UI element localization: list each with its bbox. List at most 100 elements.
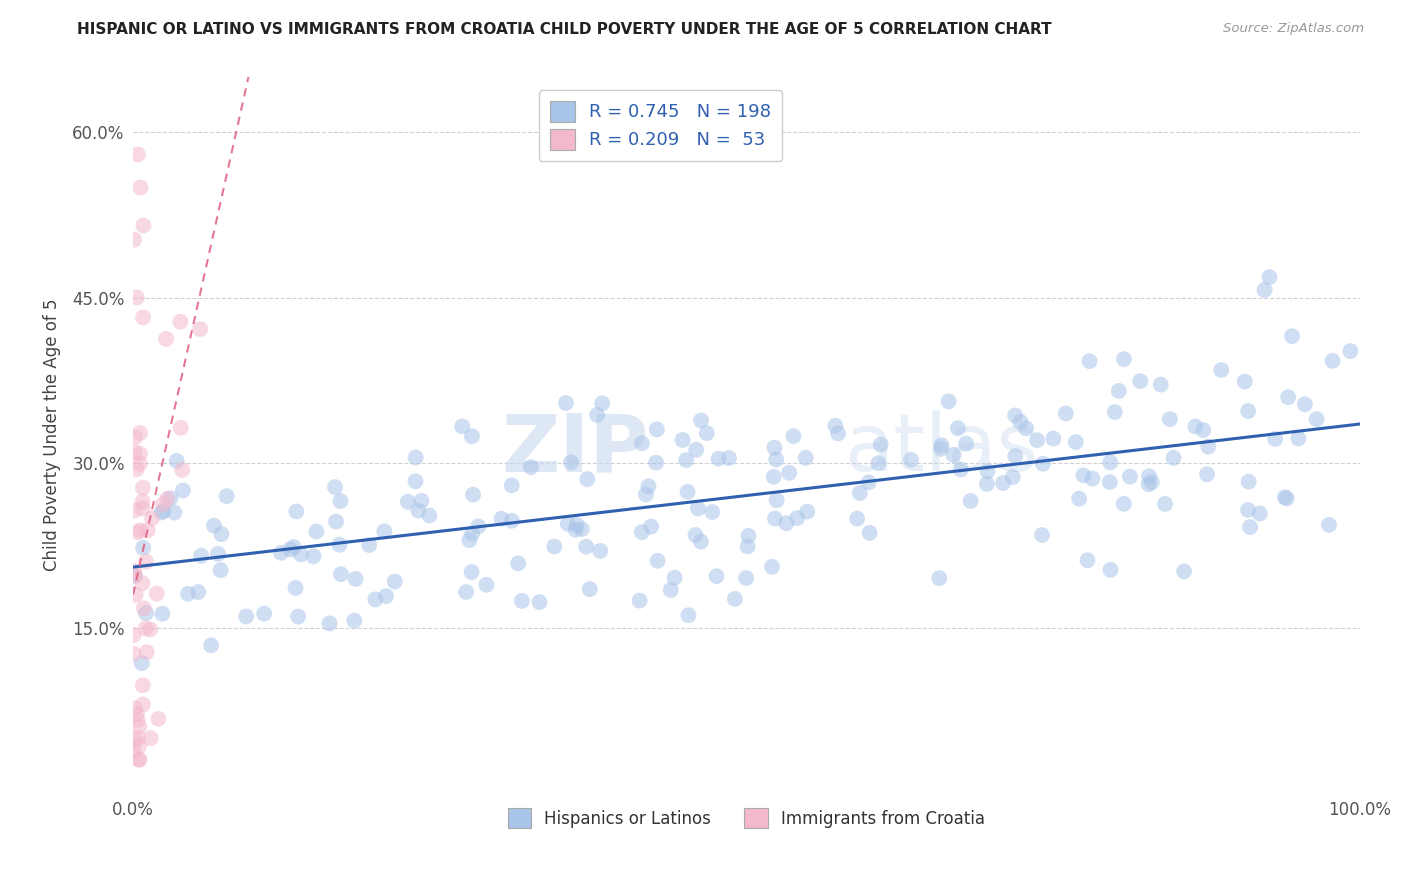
Point: [287, 609, 309, 624]
Point: [125, 291, 148, 305]
Point: [1026, 433, 1049, 447]
Point: [135, 645, 157, 659]
Point: [786, 511, 808, 525]
Point: [1004, 409, 1026, 423]
Point: [141, 511, 163, 525]
Point: [631, 436, 654, 450]
Point: [122, 233, 145, 247]
Point: [690, 534, 713, 549]
Point: [696, 426, 718, 441]
Point: [129, 180, 152, 194]
Point: [122, 745, 145, 759]
Point: [949, 462, 972, 476]
Point: [849, 486, 872, 500]
Point: [1286, 431, 1309, 445]
Point: [501, 514, 523, 528]
Point: [763, 441, 786, 455]
Point: [152, 497, 174, 511]
Point: [132, 310, 155, 325]
Point: [475, 578, 498, 592]
Point: [330, 567, 353, 582]
Point: [190, 549, 212, 563]
Point: [900, 453, 922, 467]
Point: [150, 505, 173, 519]
Point: [1069, 491, 1091, 506]
Point: [128, 720, 150, 734]
Point: [1249, 507, 1271, 521]
Text: ZIP: ZIP: [501, 410, 648, 488]
Point: [846, 511, 869, 525]
Point: [824, 418, 846, 433]
Y-axis label: Child Poverty Under the Age of 5: Child Poverty Under the Age of 5: [44, 299, 60, 571]
Point: [396, 495, 419, 509]
Point: [782, 429, 804, 443]
Point: [1339, 344, 1361, 359]
Point: [124, 430, 146, 444]
Point: [177, 587, 200, 601]
Point: [1119, 469, 1142, 483]
Point: [576, 472, 599, 486]
Point: [761, 559, 783, 574]
Point: [209, 527, 232, 541]
Point: [131, 494, 153, 508]
Point: [170, 421, 193, 435]
Point: [647, 554, 669, 568]
Point: [931, 438, 953, 452]
Point: [634, 487, 657, 501]
Point: [796, 505, 818, 519]
Point: [139, 731, 162, 745]
Point: [555, 396, 578, 410]
Point: [373, 524, 395, 539]
Point: [132, 541, 155, 555]
Point: [1042, 432, 1064, 446]
Point: [869, 438, 891, 452]
Point: [344, 572, 367, 586]
Point: [290, 548, 312, 562]
Point: [1015, 421, 1038, 435]
Point: [564, 523, 586, 537]
Point: [1112, 352, 1135, 367]
Point: [159, 491, 181, 506]
Point: [456, 585, 478, 599]
Point: [794, 450, 817, 465]
Point: [127, 714, 149, 728]
Point: [1163, 450, 1185, 465]
Point: [1264, 432, 1286, 446]
Point: [645, 422, 668, 436]
Point: [451, 419, 474, 434]
Point: [868, 456, 890, 470]
Point: [1277, 390, 1299, 404]
Point: [631, 525, 654, 540]
Point: [510, 594, 533, 608]
Point: [172, 463, 194, 477]
Point: [765, 452, 787, 467]
Point: [467, 519, 489, 533]
Point: [702, 505, 724, 519]
Point: [1099, 455, 1122, 469]
Point: [1305, 412, 1327, 426]
Point: [1112, 497, 1135, 511]
Point: [1001, 470, 1024, 484]
Point: [139, 623, 162, 637]
Point: [461, 429, 484, 443]
Point: [128, 753, 150, 767]
Point: [1294, 397, 1316, 411]
Point: [1275, 491, 1298, 506]
Point: [1281, 329, 1303, 343]
Point: [578, 582, 600, 597]
Point: [155, 332, 177, 346]
Point: [589, 544, 612, 558]
Point: [132, 481, 155, 495]
Legend: Hispanics or Latinos, Immigrants from Croatia: Hispanics or Latinos, Immigrants from Cr…: [501, 802, 991, 834]
Point: [976, 477, 998, 491]
Point: [565, 517, 588, 532]
Point: [706, 569, 728, 583]
Point: [418, 508, 440, 523]
Point: [520, 460, 543, 475]
Point: [1150, 377, 1173, 392]
Point: [640, 519, 662, 533]
Point: [763, 511, 786, 525]
Point: [152, 504, 174, 518]
Point: [1140, 475, 1163, 489]
Text: HISPANIC OR LATINO VS IMMIGRANTS FROM CROATIA CHILD POVERTY UNDER THE AGE OF 5 C: HISPANIC OR LATINO VS IMMIGRANTS FROM CR…: [77, 22, 1052, 37]
